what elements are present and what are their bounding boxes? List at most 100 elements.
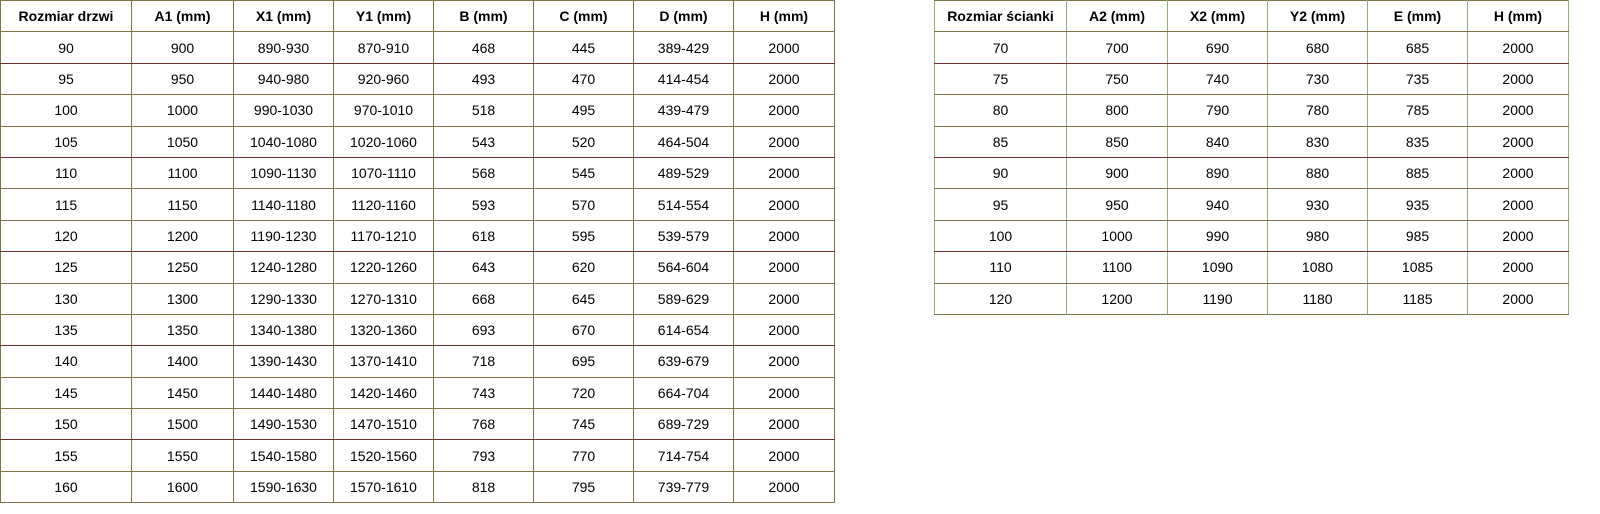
- table-cell: 2000: [733, 376, 835, 410]
- table-cell: 890-930: [233, 31, 334, 64]
- table-cell: 545: [533, 156, 634, 190]
- table-cell: 2000: [733, 345, 835, 378]
- table-cell: 2000: [1467, 31, 1569, 64]
- header-row: Rozmiar drzwi A1 (mm) X1 (mm) Y1 (mm) B (mm)…: [0, 0, 835, 33]
- table-cell: 1070-1110: [333, 156, 434, 190]
- table-cell: 639-679: [633, 345, 734, 378]
- table-cell: 940-980: [233, 62, 334, 96]
- table-cell: 890: [1167, 156, 1268, 190]
- table-row: 155 1550 1540-1580 1520-1560 793 770 714-754 20…: [0, 439, 835, 472]
- table-cell: 739-779: [633, 470, 734, 504]
- table-cell: 439-479: [633, 94, 734, 127]
- table-cell: 120: [0, 219, 132, 253]
- table-cell: 780: [1267, 94, 1368, 127]
- table-cell: 720: [533, 376, 634, 410]
- table-cell: 2000: [733, 439, 835, 472]
- table-cell: 795: [533, 470, 634, 504]
- table-cell: 1300: [131, 282, 234, 315]
- table-cell: 745: [533, 408, 634, 441]
- table-cell: 2000: [733, 219, 835, 253]
- table-cell: 1050: [131, 125, 234, 158]
- table-cell: 115: [0, 188, 132, 221]
- table-cell: 1370-1410: [333, 345, 434, 378]
- table-cell: 1250: [131, 251, 234, 284]
- table-cell: 1270-1310: [333, 282, 434, 315]
- table-cell: 95: [0, 62, 132, 96]
- table-cell: 2000: [733, 156, 835, 190]
- table-cell: 105: [0, 125, 132, 158]
- table-cell: 900: [1066, 156, 1168, 190]
- table-cell: 840: [1167, 125, 1268, 158]
- table-cell: 935: [1367, 188, 1468, 221]
- table-cell: 543: [433, 125, 534, 158]
- table-cell: 940: [1167, 188, 1268, 221]
- table-cell: 570: [533, 188, 634, 221]
- table-cell: 980: [1267, 219, 1368, 253]
- table-cell: 790: [1167, 94, 1268, 127]
- column-header: B (mm): [433, 0, 534, 33]
- table-row: 130 1300 1290-1330 1270-1310 668 645 589-629 20…: [0, 282, 835, 315]
- table-cell: 1190: [1167, 282, 1268, 315]
- table-cell: 1000: [1066, 219, 1168, 253]
- column-header: D (mm): [633, 0, 734, 33]
- table-cell: 1390-1430: [233, 345, 334, 378]
- column-header: Y2 (mm): [1267, 0, 1368, 33]
- table-cell: 1040-1080: [233, 125, 334, 158]
- table-cell: 2000: [733, 31, 835, 64]
- table-cell: 2000: [733, 470, 835, 504]
- table-cell: 1085: [1367, 251, 1468, 284]
- table-cell: 1550: [131, 439, 234, 472]
- table-cell: 1290-1330: [233, 282, 334, 315]
- table-cell: 489-529: [633, 156, 734, 190]
- header-row: Rozmiar ścianki A2 (mm) X2 (mm) Y2 (mm) E (m…: [934, 0, 1569, 33]
- column-header: X1 (mm): [233, 0, 334, 33]
- table-cell: 135: [0, 313, 132, 347]
- table-cell: 389-429: [633, 31, 734, 64]
- table-cell: 664-704: [633, 376, 734, 410]
- table-cell: 2000: [733, 313, 835, 347]
- table-cell: 2000: [1467, 282, 1569, 315]
- table-cell: 470: [533, 62, 634, 96]
- table-cell: 750: [1066, 62, 1168, 96]
- table-cell: 155: [0, 439, 132, 472]
- table-row: 115 1150 1140-1180 1120-1160 593 570 514-554 20…: [0, 188, 835, 221]
- table-cell: 1000: [131, 94, 234, 127]
- table-cell: 120: [934, 282, 1067, 315]
- table-cell: 1180: [1267, 282, 1368, 315]
- table-cell: 90: [0, 31, 132, 64]
- table-row: 160 1600 1590-1630 1570-1610 818 795 739-779 20…: [0, 470, 835, 504]
- table-cell: 1200: [131, 219, 234, 253]
- table-cell: 595: [533, 219, 634, 253]
- table-cell: 110: [0, 156, 132, 190]
- table-cell: 130: [0, 282, 132, 315]
- table-cell: 1150: [131, 188, 234, 221]
- table-cell: 695: [533, 345, 634, 378]
- table-cell: 110: [934, 251, 1067, 284]
- table-cell: 70: [934, 31, 1067, 64]
- table-cell: 2000: [733, 125, 835, 158]
- table-row: 100 1000 990 980 985 2000: [934, 219, 1569, 253]
- table-row: 120 1200 1190-1230 1170-1210 618 595 539-579 20…: [0, 219, 835, 253]
- table-row: 110 1100 1090 1080 1085 2000: [934, 251, 1569, 284]
- column-header: H (mm): [733, 0, 835, 33]
- table-cell: 880: [1267, 156, 1368, 190]
- table-cell: 714-754: [633, 439, 734, 472]
- door-dimensions-table: Rozmiar drzwi A1 (mm) X1 (mm) Y1 (mm) B (mm)…: [0, 0, 835, 504]
- table-cell: 718: [433, 345, 534, 378]
- table-cell: 740: [1167, 62, 1268, 96]
- table-row: 90 900 890-930 870-910 468 445 389-429 2000: [0, 31, 835, 64]
- table-row: 110 1100 1090-1130 1070-1110 568 545 489-529 20…: [0, 156, 835, 190]
- table-cell: 614-654: [633, 313, 734, 347]
- column-header: H (mm): [1467, 0, 1569, 33]
- table-cell: 885: [1367, 156, 1468, 190]
- table-cell: 668: [433, 282, 534, 315]
- table-cell: 1450: [131, 376, 234, 410]
- table-cell: 990-1030: [233, 94, 334, 127]
- table-cell: 643: [433, 251, 534, 284]
- table-cell: 680: [1267, 31, 1368, 64]
- table-cell: 818: [433, 470, 534, 504]
- table-row: 125 1250 1240-1280 1220-1260 643 620 564-604 20…: [0, 251, 835, 284]
- table-cell: 693: [433, 313, 534, 347]
- table-cell: 985: [1367, 219, 1468, 253]
- table-cell: 2000: [733, 251, 835, 284]
